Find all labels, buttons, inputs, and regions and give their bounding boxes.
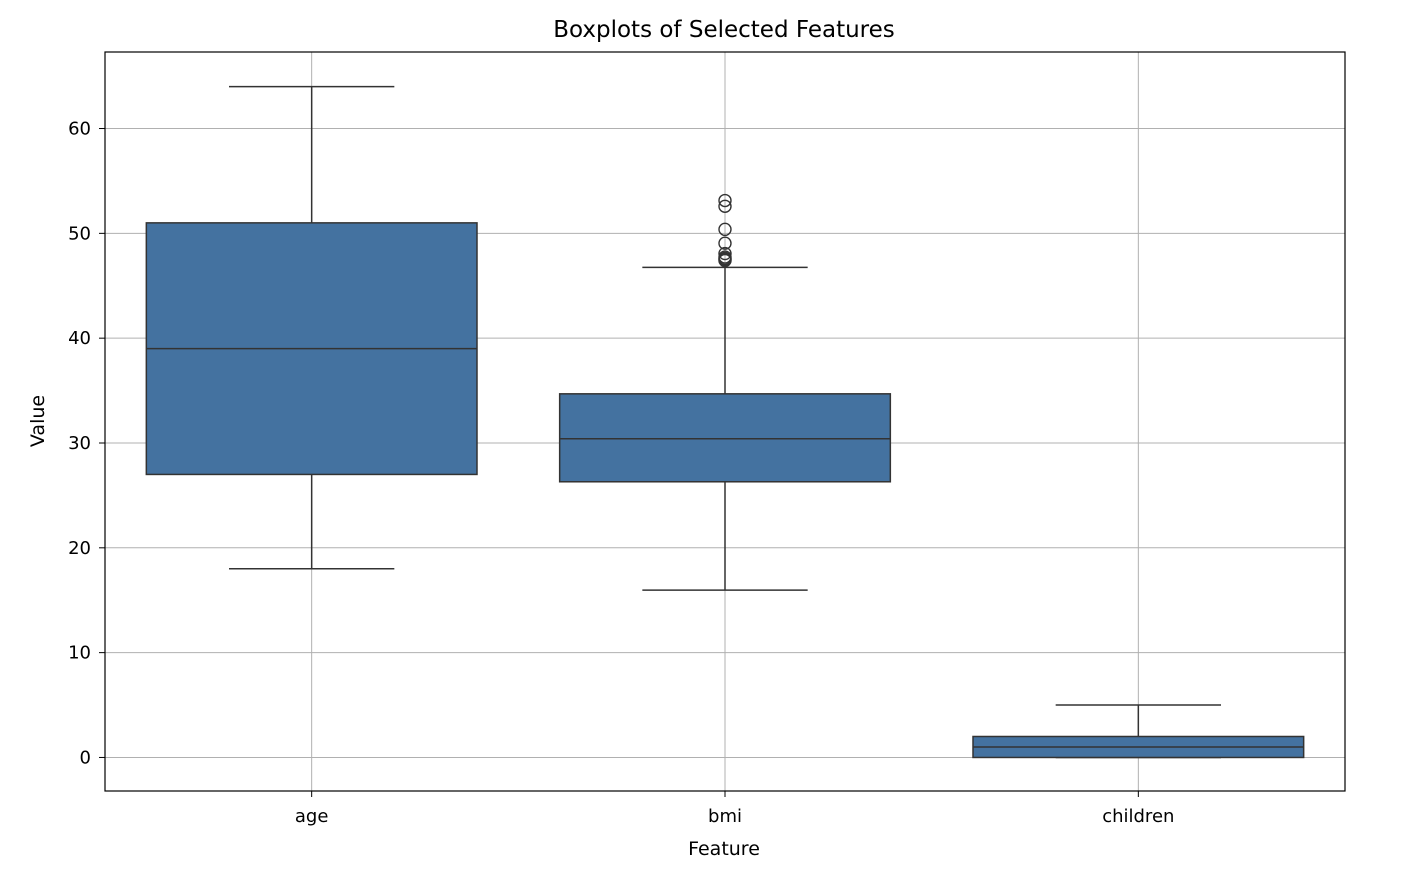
- chart-title: Boxplots of Selected Features: [553, 17, 895, 43]
- y-tick-label: 60: [68, 119, 91, 140]
- x-tick-label: children: [1102, 806, 1174, 827]
- y-tick-label: 30: [68, 433, 91, 454]
- x-tick-label: bmi: [708, 806, 742, 827]
- box-bmi: [558, 193, 892, 591]
- y-tick-label: 40: [68, 328, 91, 349]
- y-tick-label: 50: [68, 223, 91, 244]
- outlier-point: [718, 236, 732, 250]
- outlier-point: [718, 246, 732, 261]
- boxes: [145, 85, 1305, 759]
- y-axis-label: Value: [27, 395, 49, 447]
- y-axis-ticks: 0 10 20 30 40 50 60: [68, 119, 105, 768]
- x-axis-label: Feature: [688, 838, 760, 860]
- box-age: [145, 85, 478, 570]
- iqr-box: [558, 393, 892, 483]
- x-axis-ticks: age bmi children: [295, 791, 1174, 827]
- y-tick-label: 0: [80, 747, 91, 768]
- outlier-point: [718, 222, 732, 237]
- outlier-point: [718, 250, 732, 264]
- x-tick-label: age: [295, 806, 329, 827]
- outlier-point: [718, 193, 732, 208]
- outlier-point: [718, 199, 732, 213]
- y-tick-label: 20: [68, 538, 91, 559]
- box-children: [972, 704, 1305, 759]
- y-tick-label: 10: [68, 643, 91, 664]
